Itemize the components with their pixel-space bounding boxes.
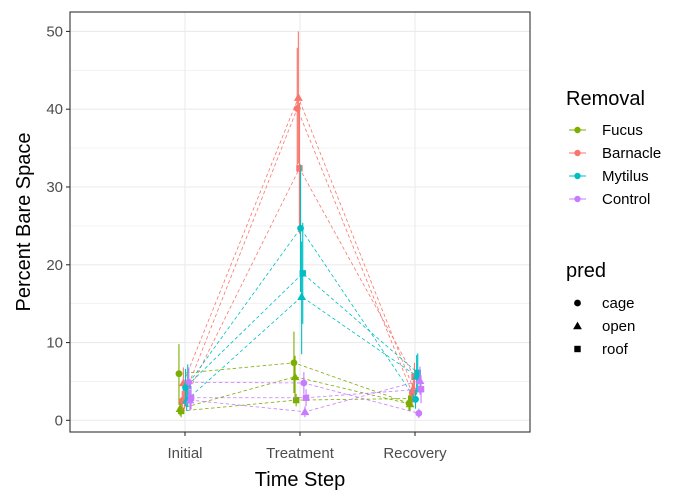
- y-tick-label: 40: [46, 101, 63, 118]
- series-control-cage: [185, 367, 423, 418]
- data-point: [299, 270, 306, 277]
- x-tick-label: Treatment: [266, 445, 335, 462]
- data-point: [292, 396, 300, 404]
- data-point: [300, 379, 308, 387]
- x-tick-label: Initial: [167, 445, 202, 462]
- data-point: [414, 369, 421, 377]
- legend-label: Mytilus: [602, 168, 649, 185]
- legend-title-removal: Removal: [566, 88, 645, 110]
- legend-swatch-point: [574, 172, 581, 180]
- data-point: [185, 378, 193, 386]
- legend-swatch-point: [574, 195, 581, 203]
- legend-label: open: [602, 318, 635, 335]
- data-point: [175, 370, 183, 378]
- legend-key-cage: cage: [574, 295, 635, 312]
- axes: 0 10 20 30 40 50 Initial Treatment Recovery: [46, 23, 447, 462]
- y-axis-title: Percent Bare Space: [13, 133, 35, 312]
- data-point: [415, 376, 425, 384]
- legend-key-open: open: [573, 318, 635, 335]
- data-point: [415, 409, 423, 417]
- y-tick-label: 10: [46, 335, 63, 352]
- legend-key-roof: roof: [574, 341, 629, 358]
- data-point: [407, 395, 415, 402]
- legend-shape-circle: [574, 299, 581, 307]
- x-tick-label: Recovery: [383, 445, 447, 462]
- legend-label: cage: [602, 295, 635, 312]
- legend-key-control: Control: [569, 191, 650, 208]
- data-point: [302, 394, 310, 401]
- legend-title-pred: pred: [566, 260, 606, 282]
- legend-key-mytilus: Mytilus: [569, 168, 649, 185]
- data-point: [300, 407, 310, 416]
- data-point: [405, 399, 415, 408]
- legend-label: Fucus: [602, 122, 643, 139]
- y-tick-label: 20: [46, 257, 63, 274]
- y-tick-label: 50: [46, 23, 63, 40]
- x-axis-title: Time Step: [255, 469, 345, 491]
- data-point: [297, 292, 307, 300]
- series-mytilus-open: [182, 241, 422, 411]
- series-line: [179, 376, 411, 410]
- y-tick-label: 0: [55, 412, 63, 429]
- legend-key-barnacle: Barnacle: [569, 145, 661, 162]
- legend-label: roof: [602, 341, 629, 358]
- series-control-roof: [187, 375, 425, 410]
- data-point: [290, 359, 298, 367]
- legend-label: Control: [602, 191, 650, 208]
- legend-swatch-point: [574, 126, 581, 134]
- legend-swatch-point: [574, 149, 581, 157]
- data-point: [187, 394, 195, 401]
- legend-shape-square: [574, 345, 581, 353]
- data-point: [412, 395, 419, 403]
- data-point: [293, 93, 303, 101]
- data-point: [290, 372, 300, 381]
- legend-key-fucus: Fucus: [569, 122, 643, 139]
- data-point: [177, 407, 185, 415]
- series-line: [186, 296, 417, 401]
- legend-label: Barnacle: [602, 145, 661, 162]
- legend: Removal Fucus Barnacle Mytilus Control pred ca…: [566, 88, 661, 358]
- data-point: [296, 165, 303, 172]
- data-point: [417, 386, 425, 393]
- series-layer: [175, 31, 425, 418]
- legend-shape-triangle: [573, 321, 582, 330]
- y-tick-label: 30: [46, 179, 63, 196]
